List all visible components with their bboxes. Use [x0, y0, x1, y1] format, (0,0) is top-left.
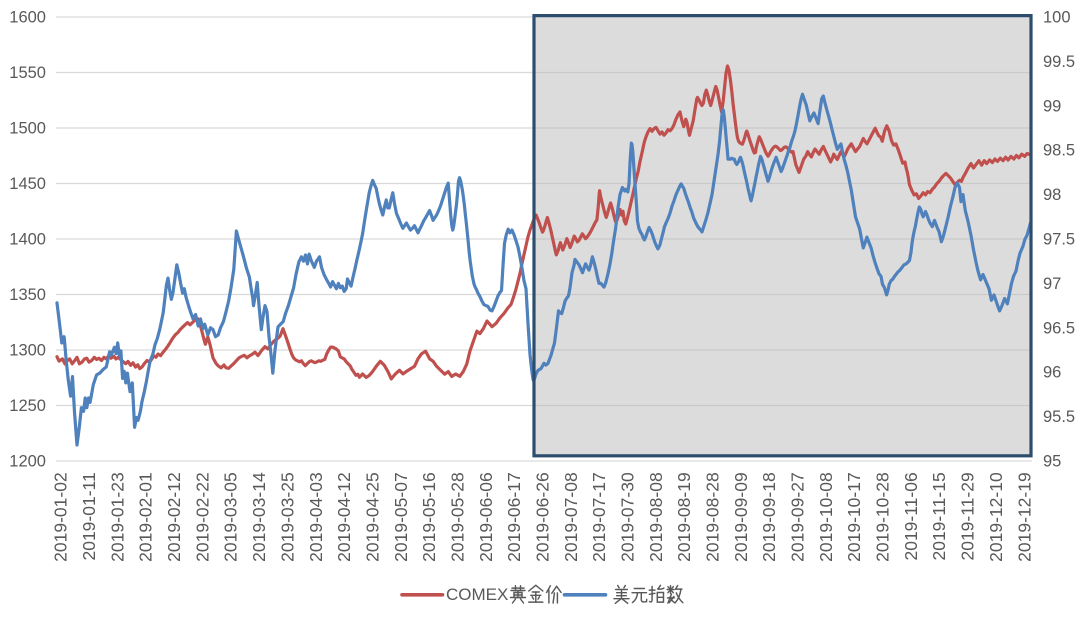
- svg-text:2019-02-01: 2019-02-01: [136, 472, 156, 562]
- svg-text:95: 95: [1043, 453, 1061, 471]
- svg-text:2019-06-06: 2019-06-06: [476, 472, 496, 562]
- svg-text:97.5: 97.5: [1043, 231, 1075, 249]
- svg-text:2019-09-18: 2019-09-18: [759, 472, 779, 562]
- svg-text:2019-02-12: 2019-02-12: [164, 472, 184, 562]
- svg-text:2019-08-28: 2019-08-28: [703, 472, 723, 562]
- svg-text:2019-07-17: 2019-07-17: [589, 472, 609, 562]
- svg-text:2019-12-19: 2019-12-19: [1014, 472, 1034, 562]
- svg-text:2019-10-08: 2019-10-08: [816, 472, 836, 562]
- svg-text:1400: 1400: [9, 231, 46, 249]
- svg-text:2019-05-07: 2019-05-07: [391, 472, 411, 562]
- svg-text:2019-10-17: 2019-10-17: [844, 472, 864, 562]
- svg-text:2019-02-22: 2019-02-22: [192, 472, 212, 562]
- svg-text:97: 97: [1043, 275, 1061, 293]
- svg-text:2019-08-08: 2019-08-08: [646, 472, 666, 562]
- svg-text:99: 99: [1043, 97, 1061, 115]
- svg-text:2019-07-30: 2019-07-30: [618, 472, 638, 562]
- svg-text:1200: 1200: [9, 453, 46, 471]
- svg-text:2019-05-16: 2019-05-16: [419, 472, 439, 562]
- svg-text:2019-04-12: 2019-04-12: [334, 472, 354, 562]
- svg-text:COMEX: COMEX: [446, 585, 508, 604]
- svg-text:2019-04-25: 2019-04-25: [362, 472, 382, 562]
- svg-text:2019-01-02: 2019-01-02: [51, 472, 71, 562]
- svg-text:2019-06-26: 2019-06-26: [532, 472, 552, 562]
- svg-text:1250: 1250: [9, 397, 46, 415]
- svg-text:2019-08-19: 2019-08-19: [674, 472, 694, 562]
- svg-text:2019-10-28: 2019-10-28: [873, 472, 893, 562]
- svg-text:2019-04-03: 2019-04-03: [306, 472, 326, 562]
- svg-text:1550: 1550: [9, 64, 46, 82]
- svg-text:2019-11-29: 2019-11-29: [958, 472, 978, 560]
- svg-text:98: 98: [1043, 186, 1061, 204]
- svg-text:2019-01-11: 2019-01-11: [79, 472, 99, 560]
- svg-text:1500: 1500: [9, 120, 46, 138]
- svg-text:99.5: 99.5: [1043, 53, 1075, 71]
- svg-text:2019-03-05: 2019-03-05: [221, 472, 241, 562]
- svg-text:2019-05-28: 2019-05-28: [447, 472, 467, 562]
- svg-text:2019-12-10: 2019-12-10: [986, 472, 1006, 562]
- svg-text:95.5: 95.5: [1043, 408, 1075, 426]
- svg-text:2019-01-23: 2019-01-23: [107, 472, 127, 562]
- svg-text:2019-09-27: 2019-09-27: [788, 472, 808, 562]
- svg-text:1300: 1300: [9, 342, 46, 360]
- svg-text:98.5: 98.5: [1043, 142, 1075, 160]
- svg-text:100: 100: [1043, 9, 1071, 27]
- svg-text:2019-03-14: 2019-03-14: [249, 472, 269, 562]
- svg-text:2019-11-15: 2019-11-15: [929, 472, 949, 560]
- svg-text:1450: 1450: [9, 175, 46, 193]
- svg-text:1600: 1600: [9, 9, 46, 27]
- svg-text:96.5: 96.5: [1043, 319, 1075, 337]
- svg-text:2019-06-17: 2019-06-17: [504, 472, 524, 562]
- svg-text:96: 96: [1043, 364, 1061, 382]
- svg-text:2019-11-06: 2019-11-06: [901, 472, 921, 560]
- svg-text:2019-03-25: 2019-03-25: [277, 472, 297, 562]
- svg-text:2019-09-09: 2019-09-09: [731, 472, 751, 562]
- svg-text:1350: 1350: [9, 286, 46, 304]
- svg-text:2019-07-08: 2019-07-08: [561, 472, 581, 562]
